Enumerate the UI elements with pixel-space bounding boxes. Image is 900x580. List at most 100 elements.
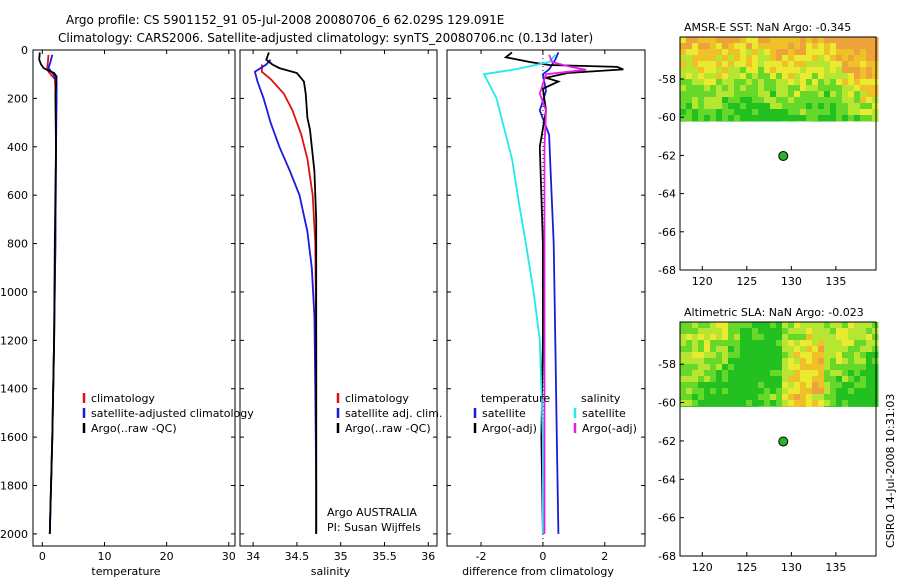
altimetric-sla-heat-cell [734, 352, 741, 359]
altimetric-sla-heat-cell [872, 376, 879, 383]
amsre-sst-heat-cell [854, 91, 861, 98]
altimetric-sla-heat-cell [716, 364, 723, 371]
altimetric-sla-heat-cell [854, 346, 861, 353]
altimetric-sla-heat-cell [686, 346, 693, 353]
altimetric-sla-heat-cell [716, 382, 723, 389]
altimetric-sla-heat-cell [764, 382, 771, 389]
amsre-sst-heat-cell [770, 43, 777, 50]
altimetric-sla-heat-cell [800, 352, 807, 359]
amsre-sst-heat-cell [794, 121, 801, 122]
amsre-sst-heat-cell [764, 103, 771, 110]
altimetric-sla-heat-cell [866, 394, 873, 401]
salinity-xtick-label: 35.5 [372, 550, 397, 563]
amsre-sst-heat-cell [710, 103, 717, 110]
altimetric-sla-heat-cell [734, 406, 741, 407]
amsre-sst-heat-cell [788, 115, 795, 122]
amsre-sst-heat-cell [698, 43, 705, 50]
altimetric-sla-heat-cell [704, 328, 711, 335]
amsre-sst-heat-cell [770, 115, 777, 122]
amsre-sst-heat-cell [848, 43, 855, 50]
altimetric-sla-heat-cell [770, 406, 777, 407]
amsre-sst-heat-cell [746, 109, 753, 116]
amsre-sst-heat-cell [728, 91, 735, 98]
amsre-sst-heat-cell [746, 43, 753, 50]
amsre-sst-heat-cell [848, 79, 855, 86]
amsre-sst-heat-cell [800, 115, 807, 122]
amsre-sst-heat-cell [860, 55, 867, 62]
amsre-sst-heat-cell [866, 61, 873, 68]
altimetric-sla-heat-cell [728, 346, 735, 353]
altimetric-sla-heat-cell [800, 340, 807, 347]
amsre-sst-heat-cell [770, 121, 777, 122]
altimetric-sla-heat-cell [740, 394, 747, 401]
amsre-sst-heat-cell [752, 115, 759, 122]
amsre-sst-heat-cell [770, 97, 777, 104]
salinity-xtick-label: 35 [334, 550, 348, 563]
amsre-sst-heat-cell [758, 73, 765, 80]
altimetric-sla-heat-cell [806, 346, 813, 353]
amsre-sst-heat-cell [800, 91, 807, 98]
altimetric-sla-heat-cell [866, 382, 873, 389]
amsre-sst-heat-cell [734, 103, 741, 110]
amsre-sst-heat-cell [746, 79, 753, 86]
altimetric-sla-heat-cell [836, 346, 843, 353]
amsre-sst-heat-cell [692, 67, 699, 74]
amsre-sst-heat-cell [704, 49, 711, 56]
altimetric-sla-heat-cell [788, 400, 795, 407]
amsre-sst-heat-cell [752, 97, 759, 104]
altimetric-sla-heat-cell [776, 388, 783, 395]
altimetric-sla-heat-cell [788, 322, 795, 329]
altimetric-sla-heat-cell [746, 394, 753, 401]
altimetric-sla-ytick-label: -58 [658, 358, 676, 371]
amsre-sst-heat-cell [764, 79, 771, 86]
amsre-sst-heat-cell [872, 61, 879, 68]
amsre-sst-heat-cell [818, 91, 825, 98]
amsre-sst-heat-cell [716, 97, 723, 104]
altimetric-sla-heat-cell [824, 364, 831, 371]
altimetric-sla-heat-cell [872, 358, 879, 365]
amsre-sst-heat-cell [698, 109, 705, 116]
amsre-sst-heat-cell [752, 91, 759, 98]
amsre-sst-heat-cell [764, 55, 771, 62]
amsre-sst-heat-cell [752, 109, 759, 116]
amsre-sst-heat-cell [722, 67, 729, 74]
altimetric-sla-heat-cell [716, 334, 723, 341]
altimetric-sla-heat-cell [716, 346, 723, 353]
amsre-sst-heat-cell [746, 97, 753, 104]
altimetric-sla-heat-cell [722, 406, 729, 407]
altimetric-sla-heat-cell [686, 406, 693, 407]
amsre-sst-heat-cell [788, 61, 795, 68]
amsre-sst-heat-cell [710, 55, 717, 62]
amsre-sst-heat-cell [686, 97, 693, 104]
amsre-sst-heat-cell [704, 55, 711, 62]
amsre-sst-heat-cell [698, 91, 705, 98]
altimetric-sla-heat-cell [848, 370, 855, 377]
altimetric-sla-heat-cell [860, 346, 867, 353]
altimetric-sla-heat-cell [680, 352, 687, 359]
amsre-sst-heat-cell [872, 73, 879, 80]
altimetric-sla-heat-cell [854, 376, 861, 383]
altimetric-sla-heat-cell [848, 352, 855, 359]
amsre-sst-map: AMSR-E SST: NaN Argo: -0.345 120 125 130 135… [658, 21, 879, 288]
altimetric-sla-heat-cell [800, 328, 807, 335]
amsre-sst-heat-cell [836, 43, 843, 50]
amsre-sst-heat-cell [716, 61, 723, 68]
amsre-sst-heat-cell [686, 109, 693, 116]
amsre-sst-heat-cell [734, 73, 741, 80]
altimetric-sla-heat-cell [812, 376, 819, 383]
altimetric-sla-heat-cell [698, 394, 705, 401]
amsre-sst-heat-cell [812, 37, 819, 44]
amsre-sst-heat-cell [728, 37, 735, 44]
amsre-sst-heat-cell [860, 73, 867, 80]
amsre-sst-heat-cell [866, 121, 873, 122]
amsre-sst-heat-cell [782, 85, 789, 92]
altimetric-sla-heat-cell [836, 388, 843, 395]
amsre-sst-ytick-label: -68 [658, 264, 676, 277]
amsre-sst-heat-cell [740, 73, 747, 80]
altimetric-sla-heat-cell [830, 400, 837, 407]
altimetric-sla-heat-cell [770, 322, 777, 329]
altimetric-sla-heat-cell [728, 334, 735, 341]
altimetric-sla-heat-cell [746, 400, 753, 407]
amsre-sst-heat-cell [800, 43, 807, 50]
altimetric-sla-heat-cell [710, 364, 717, 371]
